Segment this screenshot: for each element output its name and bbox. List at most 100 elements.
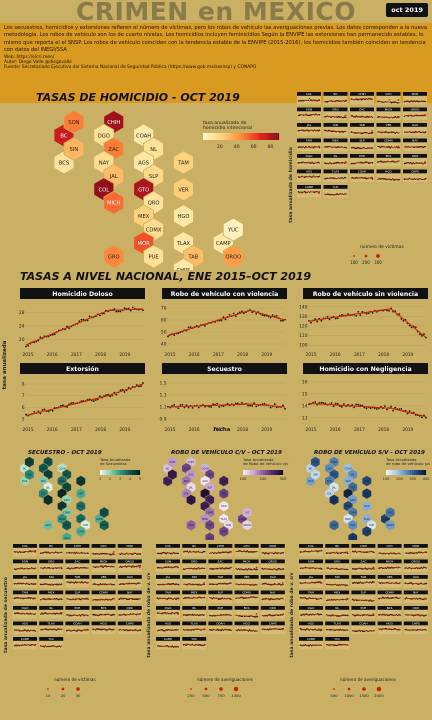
state-panel-label: CAMP [21,637,29,641]
state-panel-strip [117,544,142,548]
national-point [228,313,231,316]
state-panel-label: CAMP [305,185,313,189]
state-panel-strip [403,575,428,579]
state-panel-last-point [397,99,400,101]
national-x-tick: 2016 [189,427,200,433]
small-map-label: QRO [350,498,356,502]
state-panel-last-point [371,130,373,132]
small-map-label: CHPS [220,529,227,533]
small-map-label: MOR [59,517,65,521]
legend-swatch [256,133,259,140]
size-legend-tick: 300 [374,260,382,265]
state-panel-strip [377,606,402,610]
small-map-label: CDMX [349,511,357,515]
national-point [340,313,343,316]
state-panel-last-point [318,99,320,101]
state-panel-trend [236,597,258,599]
national-y-tick: 28 [19,310,25,316]
small-map-legend-swatch [412,470,415,475]
state-panel-trend [379,552,401,554]
state-panel-strip [208,606,233,610]
state-panel-strip [377,559,402,564]
small-map-label: TAB [226,523,231,527]
small-map-label: GRO [188,523,194,527]
small-map-label: HGO [364,504,370,508]
state-panel-label: ZAC [217,560,223,564]
national-point [400,407,403,410]
state-panel-label: MICH [386,560,394,564]
state-panel-strip [234,621,259,626]
national-x-tick: 2017 [71,427,82,433]
bottom-multiples-ylabel: tasa anualizada de robo de v. s/v [289,572,295,657]
national-point [119,389,122,392]
legend-title-line: de Robo de Vehículo c/v [243,461,289,466]
state-panel-label: MEX [332,139,338,143]
bottom-size-legend-tick: 1000 [344,693,354,698]
state-panel-strip [156,621,180,626]
state-label-camp: CAMP [216,241,231,247]
state-panel-strip [156,590,180,595]
state-panel-trend [119,629,141,631]
state-panel-strip [323,138,348,143]
legend-swatch [263,133,266,140]
state-panel-trend [93,598,115,601]
national-x-tick: 2015 [165,352,176,358]
national-point [216,402,219,405]
state-panel-strip [297,154,321,158]
state-panel-label: GTO [101,544,108,548]
state-label-qro: QRO [148,201,160,207]
national-x-tick: 2018 [95,427,106,433]
state-panel-label: GRO [48,560,55,564]
national-y-tick: 130 [299,314,308,320]
state-panel-trend [379,614,401,616]
state-panel-label: CHIH [358,92,365,96]
state-panel-last-point [34,644,36,646]
national-point [369,407,372,410]
state-panel-strip [39,606,64,610]
bottom-multiples-ylabel: tasa anualizada de robo de v. c/v [146,572,152,657]
state-panel-trend [300,550,322,553]
national-x-tick: 2017 [71,352,82,358]
small-map-hex-oax [347,532,358,540]
national-point [386,408,388,411]
state-hex-pue [143,244,164,269]
source-credit: Fuente: Secretariado Ejecutivo del Siste… [4,65,257,71]
national-y-tick: 1.3 [160,393,167,399]
small-map-hex-qroo [242,519,253,531]
national-point [255,405,258,408]
national-point [177,407,180,410]
small-map-hex-mich [43,494,53,506]
state-panel-strip [351,559,376,564]
national-point [314,401,317,403]
national-point [336,402,339,405]
state-panel-label: PUE [218,606,224,610]
small-map-label: GRO [45,523,51,527]
national-point [279,319,282,322]
national-panel-strip [303,363,428,374]
state-panel-label: PUE [75,606,81,610]
state-panel-label: TAB [358,123,365,127]
national-point [25,345,27,348]
small-map-label: NL [351,473,355,477]
state-panel-label: YUC [333,185,339,189]
state-panel-strip [403,154,427,158]
state-panel-label: CAMP [164,637,172,641]
national-point [353,406,356,409]
state-panel-strip [208,621,233,626]
state-panel-label: SIN [49,575,54,579]
state-panel-trend [325,177,347,179]
state-panel-label: VER [386,123,392,127]
small-map-label: BC [166,466,170,470]
state-label-mor: MOR [138,241,151,247]
small-map-label: PUE [64,523,69,527]
bottom-size-legend-tick: 500 [330,693,338,698]
web-link[interactable]: Web: https://elcri.men/ [4,54,55,60]
state-panel-label: HGO [386,622,393,626]
state-panel-label: GTO [387,544,394,548]
state-panel-label: GTO [244,544,251,548]
national-point [326,315,329,318]
national-point [142,309,144,312]
national-point [240,401,243,404]
state-panel-trend [324,100,346,102]
state-hex-ver [173,177,194,202]
